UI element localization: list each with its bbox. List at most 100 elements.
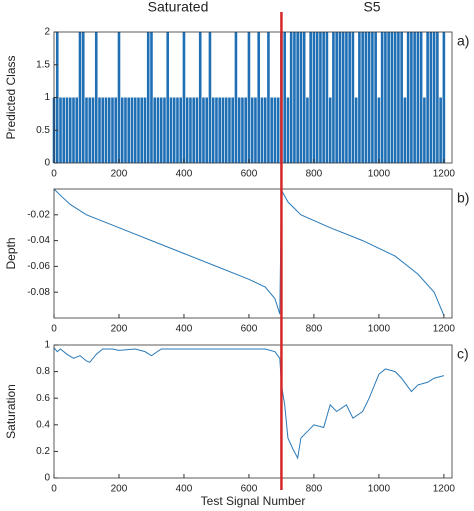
panel-label: c): [457, 346, 469, 362]
bar: [140, 97, 144, 163]
y-tick-label: 1.5: [36, 59, 50, 70]
bar: [247, 32, 251, 163]
bar: [429, 32, 433, 163]
y-tick-label: 0.4: [36, 419, 50, 430]
bar: [348, 32, 351, 163]
bar: [153, 97, 157, 163]
bar: [124, 97, 127, 163]
bar: [267, 32, 270, 163]
bar: [208, 32, 212, 163]
bar: [289, 32, 293, 163]
bar: [374, 32, 377, 163]
bar: [384, 32, 387, 163]
x-tick-label: 0: [51, 484, 57, 495]
bar: [293, 32, 296, 163]
bar: [85, 97, 88, 163]
bar: [273, 97, 277, 163]
bar: [163, 97, 166, 163]
bar: [351, 32, 355, 163]
bar: [150, 32, 153, 163]
bar: [406, 32, 410, 163]
x-tick-label: 400: [176, 324, 193, 335]
bar: [176, 97, 179, 163]
x-tick-label: 600: [241, 169, 258, 180]
bar: [432, 32, 436, 163]
bar: [276, 97, 280, 163]
bar: [413, 32, 416, 163]
bar: [257, 32, 260, 163]
axes-box: [53, 188, 453, 319]
bar: [133, 97, 137, 163]
bar: [436, 32, 439, 163]
x-tick-label: 800: [306, 484, 323, 495]
bar: [62, 97, 66, 163]
bar: [419, 32, 423, 163]
bar: [302, 32, 306, 163]
x-tick-label: 200: [111, 324, 128, 335]
header: Saturated: [148, 0, 209, 15]
bar: [192, 97, 196, 163]
bar: [198, 32, 202, 163]
bar: [299, 32, 303, 163]
y-tick-label: -0.06: [27, 261, 50, 272]
bar: [228, 97, 231, 163]
x-tick-label: 600: [241, 324, 258, 335]
bar: [117, 32, 121, 163]
bar: [335, 32, 338, 163]
bar: [221, 97, 225, 163]
bar: [195, 97, 199, 163]
y-tick-label: 0.2: [36, 446, 50, 457]
bar: [328, 97, 332, 163]
x-tick-label: 1000: [368, 169, 391, 180]
bar: [202, 97, 205, 163]
header: S5: [363, 0, 380, 15]
bar: [315, 32, 319, 163]
bar: [296, 32, 299, 163]
data-line: [53, 347, 445, 460]
bar: [218, 97, 221, 163]
bar: [423, 97, 426, 163]
bar: [416, 32, 420, 163]
bar: [377, 97, 381, 163]
bar: [179, 97, 183, 163]
bar: [146, 32, 150, 163]
bar: [364, 32, 368, 163]
bar: [182, 32, 186, 163]
bar: [403, 97, 407, 163]
bar: [94, 32, 98, 163]
bar: [215, 97, 218, 163]
bar: [231, 97, 234, 163]
bar: [81, 32, 85, 163]
bar: [104, 97, 108, 163]
panel-label: b): [457, 190, 469, 206]
bar: [283, 32, 286, 163]
bar: [410, 32, 413, 163]
bar: [143, 97, 147, 163]
bar: [371, 32, 374, 163]
bar: [237, 97, 241, 163]
bar: [354, 97, 358, 163]
bar: [75, 97, 79, 163]
y-tick-label: 0: [44, 158, 50, 169]
bar: [98, 97, 101, 163]
bar: [244, 97, 247, 163]
y-tick-label: -0.02: [27, 209, 50, 220]
x-tick-label: 800: [306, 324, 323, 335]
y-tick-label: 2: [44, 27, 50, 38]
bar: [312, 32, 316, 163]
bar: [338, 32, 342, 163]
x-tick-label: 1200: [433, 169, 456, 180]
x-axis-title: Test Signal Number: [201, 494, 306, 508]
bar: [390, 32, 394, 163]
y-tick-label: -0.08: [27, 287, 50, 298]
x-tick-label: 0: [51, 169, 57, 180]
bar: [234, 32, 238, 163]
bar: [341, 32, 345, 163]
data-line: [53, 188, 445, 316]
bar: [130, 97, 134, 163]
bar: [172, 97, 176, 163]
bar: [397, 32, 400, 163]
bar: [358, 32, 361, 163]
bar: [309, 32, 312, 163]
bar: [332, 32, 335, 163]
